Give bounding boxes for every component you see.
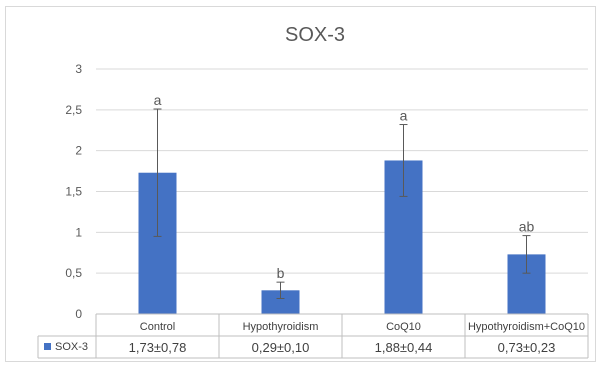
significance-label: a: [400, 108, 408, 124]
category-label: Control: [140, 321, 175, 333]
category-label: Hypothyroidism+CoQ10: [468, 321, 585, 333]
chart-title: SOX-3: [285, 24, 345, 46]
chart-frame: [5, 6, 596, 362]
y-tick-label: 0: [75, 307, 82, 321]
bars: [138, 160, 546, 314]
data-table: Control 1,73±0,78 Hypothyroidism 0,29±0,10 C…: [37, 313, 589, 359]
y-tick-label: 1,5: [65, 185, 82, 199]
table-value-cell: 1,88±0,44: [375, 340, 433, 355]
bar: [261, 290, 300, 314]
y-tick-label: 1: [75, 225, 82, 239]
y-tick-label: 0,5: [65, 266, 82, 280]
y-tick-label: 2,5: [65, 103, 82, 117]
significance-label: ab: [519, 219, 535, 235]
category-label: CoQ10: [386, 321, 421, 333]
legend-label: SOX-3: [55, 341, 88, 353]
significance-label: b: [277, 265, 285, 281]
y-axis-ticks: 0 0,5 1 1,5 2 2,5 3: [65, 62, 82, 321]
error-bars: [153, 108, 531, 299]
y-tick-label: 3: [75, 62, 82, 76]
y-tick-label: 2: [75, 144, 82, 158]
table-value-cell: 0,73±0,23: [498, 340, 556, 355]
table-value-cell: 1,73±0,78: [129, 340, 187, 355]
gridlines: [96, 68, 588, 274]
significance-label: a: [154, 92, 162, 108]
table-value-cell: 0,29±0,10: [252, 340, 310, 355]
category-label: Hypothyroidism: [243, 321, 319, 333]
legend-swatch: [44, 343, 51, 350]
